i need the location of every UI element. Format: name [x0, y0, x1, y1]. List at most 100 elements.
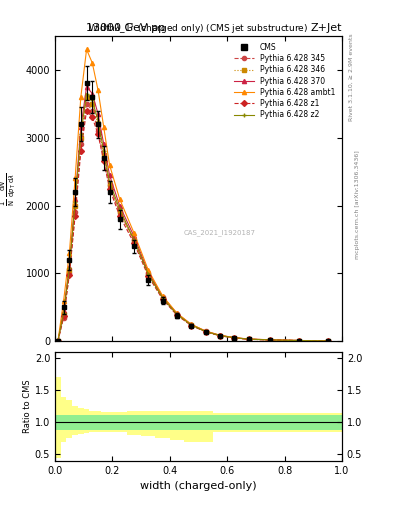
Pythia 6.428 346 — [146, 272, 151, 278]
Text: 13000 GeV pp: 13000 GeV pp — [86, 23, 165, 33]
Legend: CMS, Pythia 6.428 345, Pythia 6.428 346, Pythia 6.428 370, Pythia 6.428 ambt1, P: CMS, Pythia 6.428 345, Pythia 6.428 346,… — [231, 39, 338, 122]
Pythia 6.428 ambt1 — [117, 196, 122, 202]
Pythia 6.428 ambt1 — [232, 334, 237, 340]
Title: Width$\lambda\_1^1$ (charged only) (CMS jet substructure): Width$\lambda\_1^1$ (charged only) (CMS … — [88, 22, 309, 36]
Pythia 6.428 346 — [90, 101, 95, 107]
Pythia 6.428 ambt1 — [79, 94, 83, 100]
Pythia 6.428 345 — [61, 314, 66, 321]
Pythia 6.428 370 — [246, 336, 251, 342]
Pythia 6.428 345 — [90, 108, 95, 114]
Line: Pythia 6.428 z2: Pythia 6.428 z2 — [56, 92, 330, 344]
Pythia 6.428 z2 — [146, 271, 151, 277]
Pythia 6.428 z1 — [174, 312, 179, 318]
Pythia 6.428 345 — [189, 322, 194, 328]
Pythia 6.428 370 — [107, 172, 112, 178]
Pythia 6.428 z2 — [55, 338, 60, 345]
Pythia 6.428 345 — [325, 338, 330, 344]
Pythia 6.428 345 — [84, 101, 89, 107]
Pythia 6.428 345 — [160, 294, 165, 300]
Pythia 6.428 345 — [232, 335, 237, 341]
Pythia 6.428 346 — [203, 329, 208, 335]
Pythia 6.428 346 — [107, 182, 112, 188]
Line: Pythia 6.428 370: Pythia 6.428 370 — [56, 84, 330, 344]
Pythia 6.428 346 — [73, 202, 77, 208]
Pythia 6.428 z2 — [325, 338, 330, 344]
Pythia 6.428 ambt1 — [268, 337, 273, 343]
Pythia 6.428 z1 — [73, 212, 77, 219]
Pythia 6.428 370 — [189, 322, 194, 328]
Pythia 6.428 z1 — [232, 335, 237, 341]
Pythia 6.428 z2 — [96, 118, 101, 124]
Pythia 6.428 370 — [117, 202, 122, 208]
Pythia 6.428 345 — [79, 141, 83, 147]
Pythia 6.428 ambt1 — [218, 332, 222, 338]
Pythia 6.428 ambt1 — [96, 87, 101, 93]
Pythia 6.428 ambt1 — [101, 124, 106, 131]
Pythia 6.428 346 — [55, 338, 60, 345]
Pythia 6.428 z1 — [268, 337, 273, 343]
Pythia 6.428 370 — [101, 141, 106, 147]
Pythia 6.428 346 — [268, 337, 273, 343]
Pythia 6.428 346 — [232, 335, 237, 341]
Pythia 6.428 370 — [268, 337, 273, 343]
Pythia 6.428 370 — [55, 338, 60, 345]
Pythia 6.428 346 — [84, 94, 89, 100]
Pythia 6.428 345 — [174, 311, 179, 317]
Line: Pythia 6.428 z1: Pythia 6.428 z1 — [56, 109, 330, 344]
Pythia 6.428 370 — [90, 91, 95, 97]
Pythia 6.428 370 — [325, 338, 330, 344]
Pythia 6.428 370 — [96, 111, 101, 117]
Pythia 6.428 z2 — [246, 336, 251, 342]
Pythia 6.428 ambt1 — [107, 162, 112, 168]
Pythia 6.428 346 — [117, 209, 122, 216]
Text: Z+Jet: Z+Jet — [310, 23, 342, 33]
Pythia 6.428 z2 — [268, 337, 273, 343]
Pythia 6.428 ambt1 — [160, 293, 165, 299]
Pythia 6.428 345 — [67, 270, 72, 276]
Pythia 6.428 z1 — [96, 131, 101, 137]
Pythia 6.428 345 — [107, 182, 112, 188]
Pythia 6.428 346 — [189, 323, 194, 329]
Pythia 6.428 345 — [146, 270, 151, 276]
Pythia 6.428 346 — [325, 338, 330, 344]
Pythia 6.428 370 — [232, 335, 237, 341]
Pythia 6.428 z2 — [79, 131, 83, 137]
Y-axis label: $\frac{1}{\mathrm{N}}\ \frac{\mathrm{d}N}{\mathrm{d}p_\mathrm{T}\ \mathrm{d}\lam: $\frac{1}{\mathrm{N}}\ \frac{\mathrm{d}N… — [0, 172, 18, 205]
Text: CAS_2021_I1920187: CAS_2021_I1920187 — [184, 229, 256, 236]
Pythia 6.428 345 — [246, 336, 251, 342]
Pythia 6.428 z1 — [189, 323, 194, 329]
Pythia 6.428 346 — [246, 336, 251, 343]
Pythia 6.428 370 — [160, 293, 165, 300]
Text: Rivet 3.1.10, ≥ 2.9M events: Rivet 3.1.10, ≥ 2.9M events — [349, 33, 354, 121]
Pythia 6.428 z2 — [107, 179, 112, 185]
Pythia 6.428 ambt1 — [61, 297, 66, 304]
Pythia 6.428 370 — [73, 196, 77, 202]
Pythia 6.428 z1 — [325, 338, 330, 344]
Pythia 6.428 345 — [55, 338, 60, 345]
Pythia 6.428 z1 — [132, 240, 136, 246]
Pythia 6.428 z2 — [61, 310, 66, 316]
Pythia 6.428 z2 — [189, 322, 194, 328]
Pythia 6.428 346 — [297, 337, 301, 344]
Line: Pythia 6.428 346: Pythia 6.428 346 — [56, 95, 330, 344]
Pythia 6.428 z2 — [297, 337, 301, 344]
Pythia 6.428 z2 — [67, 265, 72, 271]
Pythia 6.428 ambt1 — [189, 322, 194, 328]
Pythia 6.428 z2 — [203, 328, 208, 334]
Pythia 6.428 345 — [117, 209, 122, 216]
Pythia 6.428 z1 — [67, 272, 72, 278]
Pythia 6.428 346 — [101, 152, 106, 158]
Pythia 6.428 370 — [146, 269, 151, 275]
Pythia 6.428 ambt1 — [55, 338, 60, 345]
Pythia 6.428 z2 — [174, 311, 179, 317]
Pythia 6.428 ambt1 — [203, 328, 208, 334]
Pythia 6.428 345 — [268, 337, 273, 343]
Pythia 6.428 z1 — [101, 158, 106, 164]
Pythia 6.428 ambt1 — [73, 175, 77, 181]
Pythia 6.428 z2 — [117, 206, 122, 212]
Pythia 6.428 345 — [218, 332, 222, 338]
Pythia 6.428 z1 — [218, 333, 222, 339]
Pythia 6.428 z2 — [73, 199, 77, 205]
Pythia 6.428 ambt1 — [84, 47, 89, 53]
Pythia 6.428 z1 — [203, 329, 208, 335]
